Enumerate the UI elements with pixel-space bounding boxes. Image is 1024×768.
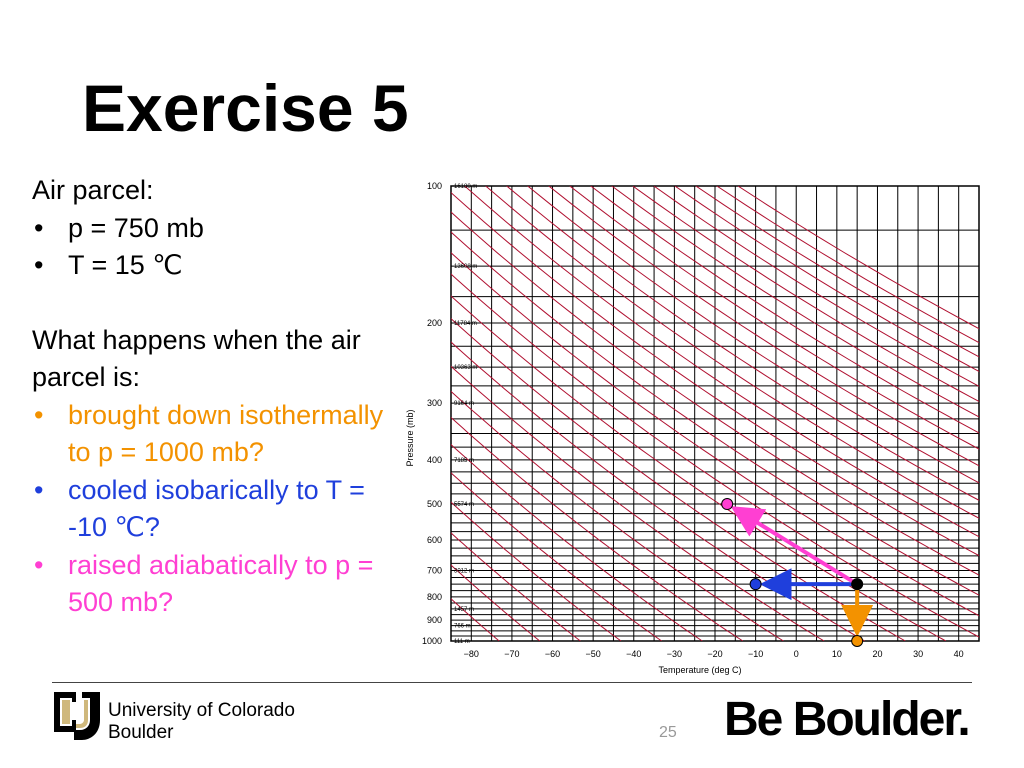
dry-adiabat-line [451, 564, 541, 641]
slide-body: Air parcel: p = 750 mb T = 15 ℃ What hap… [32, 172, 392, 622]
temperature-tick-labels: −80 −70 −60 −50 −40 −30 −20 −10 0 10 20 30 40 [464, 649, 964, 659]
university-line-2: Boulder [108, 722, 174, 743]
temperature-tick-label: 10 [832, 649, 842, 659]
height-label: 766 m [454, 624, 471, 630]
pressure-tick-label: 600 [427, 535, 442, 545]
temperature-tick-label: 0 [794, 649, 799, 659]
isothermal-end-point [851, 635, 864, 647]
dry-adiabat-line [464, 186, 979, 538]
height-labels: 16180 m 13608 m 11784 m 10363 m 9164 m 7185 m… [454, 184, 477, 645]
pressure-tick-label: 1000 [422, 636, 442, 646]
dry-adiabat-line [451, 365, 825, 641]
pressure-tick-label: 100 [427, 181, 442, 191]
dry-adiabat-line [674, 186, 979, 372]
height-label: 10363 m [454, 365, 477, 371]
dry-adiabat-line [451, 472, 662, 641]
dry-adiabat-line [451, 211, 979, 576]
dry-adiabat-line [451, 231, 979, 596]
dry-adiabat-line [632, 186, 979, 403]
height-label: 1457 m [454, 607, 474, 613]
dry-adiabat-line [506, 186, 979, 501]
height-label: 7185 m [454, 458, 474, 464]
slide-title: Exercise 5 [82, 71, 409, 145]
pressure-tick-label: 700 [427, 566, 442, 576]
temperature-tick-label: −60 [545, 649, 560, 659]
temperature-tick-label: 40 [954, 649, 964, 659]
dry-adiabat-line [611, 186, 979, 418]
dry-adiabat-line [451, 273, 979, 638]
dry-adiabat-line [485, 186, 979, 519]
isobar-grid [451, 185, 979, 642]
adiabatic-end-point [721, 498, 734, 511]
dry-adiabat-line [451, 501, 622, 641]
temperature-tick-label: −80 [464, 649, 479, 659]
dry-adiabat-line [653, 186, 979, 387]
height-label: 16180 m [454, 184, 477, 190]
dry-adiabat-line [569, 186, 979, 450]
dry-adiabat-line [451, 341, 865, 641]
cu-logo-icon [54, 692, 100, 740]
temperature-tick-label: −10 [748, 649, 763, 659]
task-isobaric: cooled isobarically to T = -10 ℃? [32, 472, 392, 547]
state-points [721, 498, 864, 647]
temperature-tick-label: 20 [872, 649, 882, 659]
dry-adiabat-line [451, 416, 744, 641]
dry-adiabat-line [527, 186, 979, 484]
dry-adiabat-line [548, 186, 979, 467]
pressure-tick-label: 900 [427, 615, 442, 625]
isobaric-end-point [749, 578, 762, 591]
task-isothermal: brought down isothermally to p = 1000 mb… [32, 397, 392, 472]
given-temperature: T = 15 ℃ [32, 247, 392, 285]
pressure-tick-label: 500 [427, 499, 442, 509]
height-label: 13608 m [454, 264, 477, 270]
pressure-tick-label: 300 [427, 398, 442, 408]
dry-adiabat-line [451, 443, 703, 641]
pressure-tick-label: 400 [427, 455, 442, 465]
university-name: University of Colorado Boulder [108, 700, 295, 744]
pressure-tick-label: 200 [427, 318, 442, 328]
temperature-tick-label: −30 [667, 649, 682, 659]
height-label: 3012 m [454, 569, 474, 575]
dry-adiabat-line [451, 252, 979, 617]
y-axis-label: Pressure (mb) [405, 409, 415, 466]
start-point [851, 578, 864, 591]
pressure-tick-labels: 100 200 300 400 500 600 700 800 900 1000 [422, 181, 442, 646]
dry-adiabat-line [451, 532, 581, 641]
page-number: 25 [659, 724, 677, 741]
footer-divider [52, 682, 972, 683]
question-text: What happens when the air parcel is: [32, 324, 361, 393]
pressure-tick-label: 800 [427, 592, 442, 602]
university-line-1: University of Colorado [108, 700, 295, 721]
air-parcel-heading: Air parcel: [32, 175, 154, 205]
process-arrows [730, 506, 874, 637]
task-adiabatic: raised adiabatically to p = 500 mb? [32, 547, 392, 622]
temperature-tick-label: −50 [586, 649, 601, 659]
temperature-tick-label: −40 [626, 649, 641, 659]
temperature-tick-label: −20 [707, 649, 722, 659]
temperature-tick-label: 30 [913, 649, 923, 659]
task-list: brought down isothermally to p = 1000 mb… [32, 397, 392, 622]
given-pressure: p = 750 mb [32, 210, 392, 248]
height-label: 111 m [454, 639, 470, 645]
x-axis-label: Temperature (deg C) [658, 665, 741, 675]
temperature-tick-label: −70 [504, 649, 519, 659]
adiabatic-arrow [730, 506, 859, 586]
height-label: 11784 m [454, 321, 477, 327]
dry-adiabat-line [451, 191, 979, 557]
given-list: p = 750 mb T = 15 ℃ [32, 210, 392, 285]
height-label: 5574 m [454, 502, 474, 508]
dry-adiabats [451, 186, 979, 641]
height-label: 9164 m [454, 401, 474, 407]
dry-adiabat-line [590, 186, 979, 434]
dry-adiabat-line [451, 390, 784, 641]
be-boulder-tagline: Be Boulder. [724, 693, 971, 746]
dry-adiabat-line [451, 598, 500, 641]
